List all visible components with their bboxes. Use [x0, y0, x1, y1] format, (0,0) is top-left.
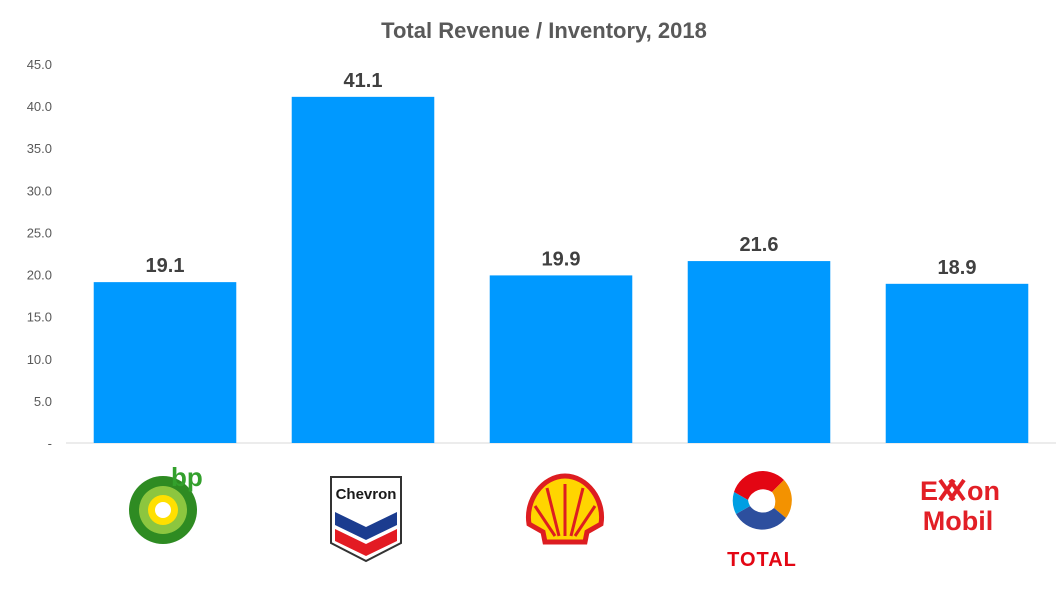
- exxonmobil-logo: E on Mobil: [920, 476, 1000, 536]
- chevron-logo-text: Chevron: [336, 486, 397, 503]
- data-label-total: 21.6: [740, 234, 779, 256]
- data-label-shell: 19.9: [542, 248, 581, 270]
- bp-logo-text: bp: [171, 462, 203, 492]
- data-label-bp: 19.1: [146, 255, 185, 277]
- bp-helios-icon: [129, 476, 197, 544]
- mobil-text: Mobil: [923, 506, 993, 536]
- bar-total: [687, 261, 831, 443]
- bars: [93, 96, 1029, 443]
- bar-bp: [93, 282, 237, 443]
- bar-chevron: [291, 96, 435, 443]
- exxon-letters-on: on: [967, 476, 1000, 506]
- y-tick-label: 25.0: [27, 225, 52, 240]
- chart-title: Total Revenue / Inventory, 2018: [381, 18, 707, 43]
- shell-pecten-icon: [525, 473, 605, 545]
- exxonmobil-wordmark-icon: E on Mobil: [920, 476, 1000, 536]
- y-tick-label: 30.0: [27, 183, 52, 198]
- y-tick-label: 10.0: [27, 352, 52, 367]
- y-tick-label: 20.0: [27, 268, 52, 283]
- chevron-logo: Chevron: [330, 476, 402, 563]
- data-label-exxonmobil: 18.9: [938, 257, 977, 279]
- y-tick-label: -: [48, 436, 52, 451]
- shell-logo: [525, 473, 605, 545]
- y-tick-label: 35.0: [27, 141, 52, 156]
- bar-exxonmobil: [885, 283, 1029, 443]
- y-tick-label: 5.0: [34, 394, 52, 409]
- total-sphere-icon: [732, 470, 792, 530]
- bp-logo: bp: [129, 462, 203, 544]
- y-axis: - 5.0 10.0 15.0 20.0 25.0 30.0 35.0 40.0 45.0: [27, 57, 52, 451]
- total-logo: TOTAL: [727, 470, 797, 571]
- total-logo-text: TOTAL: [727, 549, 797, 571]
- data-labels: 19.1 41.1 19.9 21.6 18.9: [146, 70, 977, 279]
- y-tick-label: 45.0: [27, 57, 52, 72]
- bar-shell: [489, 275, 633, 443]
- data-label-chevron: 41.1: [344, 70, 383, 92]
- chevron-hallmark-icon: [330, 476, 402, 563]
- exxon-interlocking-x-icon: [938, 478, 966, 502]
- y-tick-label: 15.0: [27, 310, 52, 325]
- y-tick-label: 40.0: [27, 99, 52, 114]
- exxon-letter-e: E: [920, 476, 938, 506]
